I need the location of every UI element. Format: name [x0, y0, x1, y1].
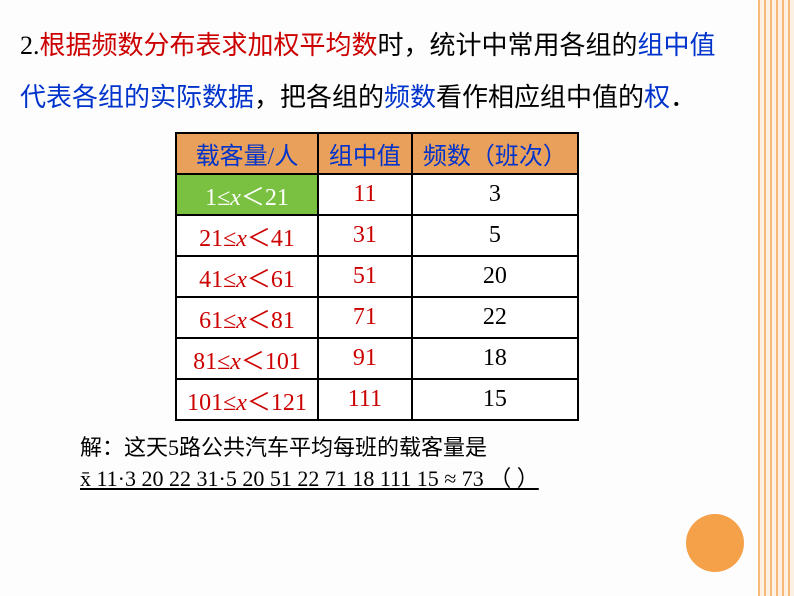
highlight-blue-2: 频数 [384, 83, 436, 112]
cell-mid: 11 [318, 174, 412, 215]
cell-mid: 31 [318, 215, 412, 256]
cell-mid: 71 [318, 297, 412, 338]
cell-mid: 111 [318, 379, 412, 420]
highlight-blue-3: 权 [644, 83, 670, 112]
cell-range: 1≤x＜21 [176, 174, 318, 215]
table-row: 21≤x＜41315 [176, 215, 578, 256]
solution-block: 解：这天5路公共汽车平均每班的载客量是 x̄ 11·3 20 22 31·5 2… [20, 433, 734, 495]
cell-range: 41≤x＜61 [176, 256, 318, 297]
cell-range: 81≤x＜101 [176, 338, 318, 379]
table-row: 41≤x＜615120 [176, 256, 578, 297]
cell-freq: 5 [412, 215, 578, 256]
cell-range: 61≤x＜81 [176, 297, 318, 338]
cell-mid: 91 [318, 338, 412, 379]
table-header-row: 载客量/人 组中值 频数（班次） [176, 133, 578, 174]
table-row: 61≤x＜817122 [176, 297, 578, 338]
cell-range: 101≤x＜121 [176, 379, 318, 420]
table-row: 81≤x＜1019118 [176, 338, 578, 379]
col-header-range: 载客量/人 [176, 133, 318, 174]
side-stripes [758, 0, 794, 596]
text-seg-8: ． [670, 83, 696, 112]
text-seg-4: ，把各组的 [254, 83, 384, 112]
slide-content: 2.根据频数分布表求加权平均数时，统计中常用各组的组中值代表各组的实际数据，把各… [20, 20, 734, 495]
highlight-red-1: 根据频数分布表求加权平均数 [40, 31, 378, 60]
cell-range: 21≤x＜41 [176, 215, 318, 256]
text-seg-6: 看作相应组中值的 [436, 83, 644, 112]
cell-freq: 15 [412, 379, 578, 420]
intro-paragraph: 2.根据频数分布表求加权平均数时，统计中常用各组的组中值代表各组的实际数据，把各… [20, 20, 734, 124]
table-row: 1≤x＜21113 [176, 174, 578, 215]
col-header-mid: 组中值 [318, 133, 412, 174]
solution-line-2: x̄ 11·3 20 22 31·5 20 51 22 71 18 111 15… [80, 464, 734, 495]
col-header-freq: 频数（班次） [412, 133, 578, 174]
frequency-table: 载客量/人 组中值 频数（班次） 1≤x＜2111321≤x＜4131541≤x… [175, 132, 579, 421]
cell-freq: 22 [412, 297, 578, 338]
cell-freq: 18 [412, 338, 578, 379]
table-row: 101≤x＜12111115 [176, 379, 578, 420]
solution-line-1: 解：这天5路公共汽车平均每班的载客量是 [80, 433, 734, 464]
cell-freq: 3 [412, 174, 578, 215]
text-seg-2: 时，统计中常用各组的 [378, 31, 638, 60]
accent-circle [686, 514, 744, 572]
cell-freq: 20 [412, 256, 578, 297]
item-number: 2. [20, 31, 40, 60]
cell-mid: 51 [318, 256, 412, 297]
